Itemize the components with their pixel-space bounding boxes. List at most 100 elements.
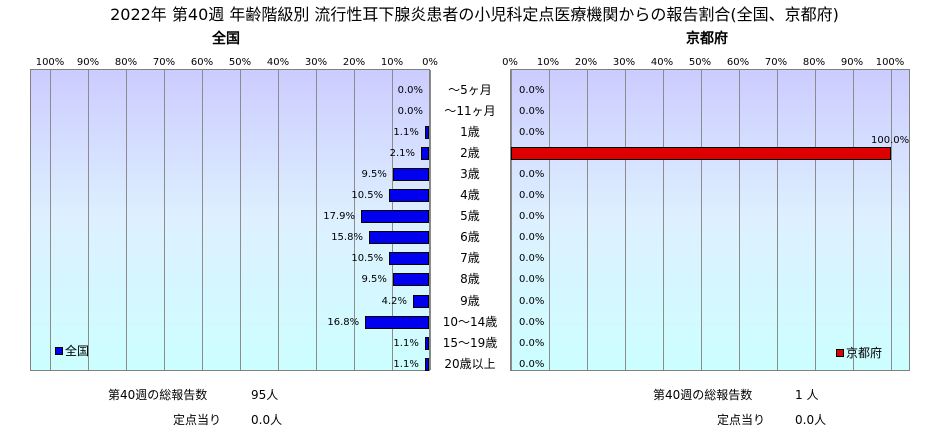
age-category-label: 10～14歳 xyxy=(442,314,498,329)
right-legend-label: 京都府 xyxy=(846,346,883,360)
left-data-label: 9.5% xyxy=(361,274,387,286)
left-gridline xyxy=(278,70,279,370)
right-data-label: 0.0% xyxy=(519,232,545,244)
right-x-tick-label: 40% xyxy=(650,57,674,68)
age-category-label: ～5ヶ月 xyxy=(448,82,492,97)
left-gridline xyxy=(354,70,355,370)
age-category-label: 8歳 xyxy=(460,272,480,287)
age-category-label: 4歳 xyxy=(460,188,480,203)
right-data-label: 0.0% xyxy=(519,84,545,96)
right-gridline xyxy=(739,70,740,370)
age-category-label: 2歳 xyxy=(460,145,480,160)
left-bar xyxy=(360,210,429,224)
left-data-label: 17.9% xyxy=(323,211,355,223)
left-data-label: 1.1% xyxy=(393,337,419,349)
right-data-label: 0.0% xyxy=(519,274,545,286)
right-x-tick-label: 90% xyxy=(840,57,864,68)
right-total-value: 1 人 xyxy=(795,388,819,402)
left-bar xyxy=(424,336,429,350)
left-bar xyxy=(413,294,429,308)
right-x-tick-label: 20% xyxy=(574,57,598,68)
right-panel-subtitle: 京都府 xyxy=(686,31,728,47)
left-data-label: 9.5% xyxy=(361,168,387,180)
left-bar xyxy=(424,125,429,139)
left-gridline xyxy=(50,70,51,370)
left-data-label: 10.5% xyxy=(351,253,384,265)
left-bar xyxy=(365,315,429,329)
left-gridline xyxy=(202,70,203,370)
right-x-tick-label: 80% xyxy=(802,57,826,68)
age-category-label: 1歳 xyxy=(460,124,480,139)
right-data-label: 0.0% xyxy=(519,316,545,328)
right-x-tick-label: 70% xyxy=(764,57,788,68)
left-bar xyxy=(392,273,429,287)
left-data-label: 1.1% xyxy=(393,358,419,370)
age-category-label: 3歳 xyxy=(460,166,480,181)
left-data-label: 0.0% xyxy=(397,84,423,96)
left-bar xyxy=(389,189,429,203)
left-bar xyxy=(424,357,429,371)
right-gridline xyxy=(625,70,626,370)
right-x-tick-label: 30% xyxy=(612,57,636,68)
left-bar xyxy=(368,231,429,245)
left-gridline xyxy=(430,70,431,370)
left-data-label: 1.1% xyxy=(393,126,419,138)
right-data-label: 0.0% xyxy=(519,337,545,349)
right-gridline xyxy=(663,70,664,370)
right-gridline xyxy=(777,70,778,370)
age-category-label: 20歳以上 xyxy=(444,356,496,371)
age-category-label: 5歳 xyxy=(460,209,480,224)
left-x-tick-label: 100% xyxy=(35,57,65,68)
left-per-value: 0.0人 xyxy=(251,413,283,427)
left-x-tick-label: 60% xyxy=(190,57,214,68)
right-gridline xyxy=(815,70,816,370)
right-data-label: 0.0% xyxy=(519,295,545,307)
right-data-label: 100.0% xyxy=(871,134,910,146)
left-per-label: 定点当り xyxy=(173,413,222,427)
chart-title: 2022年 第40週 年齢階級別 流行性耳下腺炎患者の小児科定点医療機関からの報… xyxy=(110,5,839,24)
right-gridline xyxy=(891,70,892,370)
right-x-tick-label: 100% xyxy=(875,57,905,68)
left-gridline xyxy=(126,70,127,370)
left-data-label: 15.8% xyxy=(331,232,363,244)
left-gridline xyxy=(240,70,241,370)
left-x-tick-label: 20% xyxy=(342,57,366,68)
left-bar xyxy=(421,146,429,160)
right-bar xyxy=(511,146,891,160)
right-data-label: 0.0% xyxy=(519,168,545,180)
left-gridline xyxy=(164,70,165,370)
right-x-tick-label: 50% xyxy=(688,57,712,68)
right-legend-swatch xyxy=(836,348,844,357)
right-data-label: 0.0% xyxy=(519,211,545,223)
left-total-value: 95人 xyxy=(251,388,279,402)
left-data-label: 2.1% xyxy=(389,147,416,159)
right-x-tick-label: 10% xyxy=(536,57,560,68)
left-x-tick-label: 90% xyxy=(76,57,100,68)
right-data-label: 0.0% xyxy=(519,105,545,117)
left-bar xyxy=(389,252,429,266)
age-category-label: 7歳 xyxy=(460,251,480,266)
right-gridline xyxy=(549,70,550,370)
age-category-label: ～11ヶ月 xyxy=(444,103,496,118)
age-category-label: 9歳 xyxy=(460,293,480,308)
left-plot-area: 全国 0.0% 0.0% 1.1% 2.1% 9.5% 10.5% 17.9% 15.8% 10… xyxy=(30,69,431,371)
left-data-label: 0.0% xyxy=(397,105,423,117)
left-data-label: 4.2% xyxy=(381,295,408,307)
left-legend-label: 全国 xyxy=(65,344,90,358)
right-per-label: 定点当り xyxy=(717,413,766,427)
left-gridline xyxy=(316,70,317,370)
right-per-value: 0.0人 xyxy=(795,413,827,427)
right-gridline xyxy=(587,70,588,370)
right-total-label: 第40週の総報告数 xyxy=(653,388,753,402)
right-data-label: 0.0% xyxy=(519,358,545,370)
left-x-tick-label: 30% xyxy=(304,57,328,68)
left-x-tick-label: 80% xyxy=(114,57,138,68)
right-data-label: 0.0% xyxy=(519,190,545,202)
age-category-label: 15～19歳 xyxy=(442,335,498,350)
left-gridline xyxy=(88,70,89,370)
left-total-label: 第40週の総報告数 xyxy=(108,388,208,402)
left-legend-swatch xyxy=(55,346,63,355)
left-x-tick-label: 0% xyxy=(422,57,438,68)
left-data-label: 10.5% xyxy=(351,190,384,202)
left-panel-subtitle: 全国 xyxy=(212,31,240,47)
